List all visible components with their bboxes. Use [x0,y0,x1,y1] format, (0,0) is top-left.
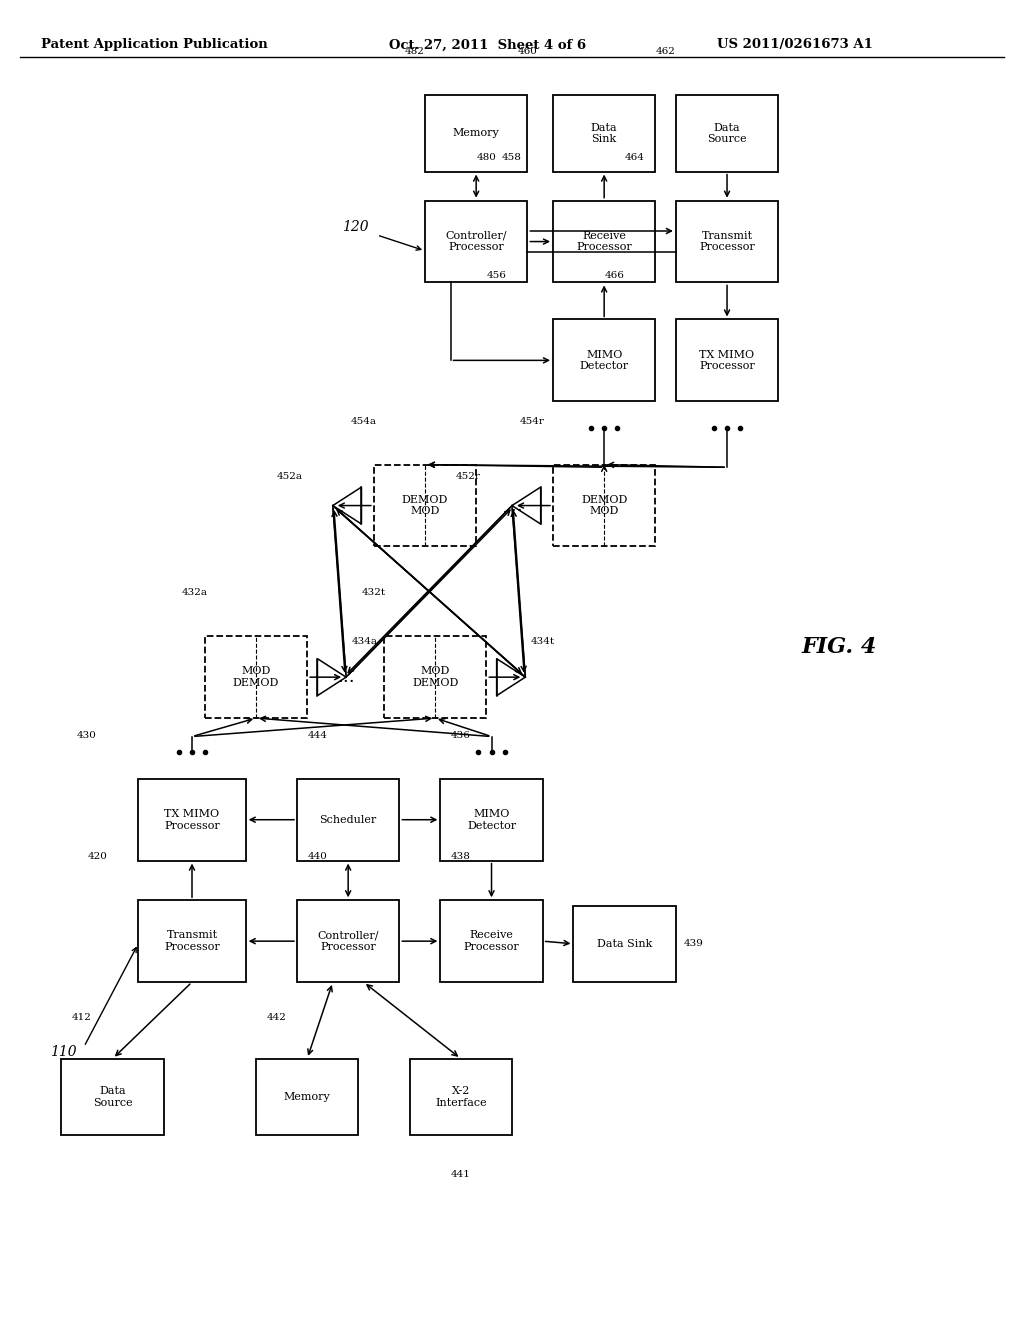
FancyBboxPatch shape [205,636,307,718]
Text: ...: ... [337,668,354,686]
FancyBboxPatch shape [138,779,246,861]
Text: DEMOD
MOD: DEMOD MOD [401,495,449,516]
FancyBboxPatch shape [553,201,655,282]
Text: 456: 456 [486,272,507,280]
FancyBboxPatch shape [410,1059,512,1135]
FancyBboxPatch shape [676,201,778,282]
Text: 430: 430 [77,731,97,739]
FancyBboxPatch shape [256,1059,358,1135]
FancyBboxPatch shape [138,900,246,982]
Text: Oct. 27, 2011  Sheet 4 of 6: Oct. 27, 2011 Sheet 4 of 6 [389,38,587,51]
Text: US 2011/0261673 A1: US 2011/0261673 A1 [717,38,872,51]
Text: 120: 120 [342,220,369,234]
FancyBboxPatch shape [440,900,543,982]
FancyBboxPatch shape [425,95,527,172]
Polygon shape [317,659,346,696]
Text: TX MIMO
Processor: TX MIMO Processor [164,809,220,830]
FancyBboxPatch shape [573,906,676,982]
Text: 452a: 452a [276,473,302,482]
Text: 460: 460 [517,48,538,55]
Text: Scheduler: Scheduler [319,814,377,825]
Text: 452r: 452r [456,473,480,482]
Text: 444: 444 [307,731,328,739]
FancyBboxPatch shape [440,779,543,861]
Text: 454a: 454a [350,417,377,425]
Text: 436: 436 [451,731,471,739]
FancyBboxPatch shape [676,95,778,172]
Text: FIG. 4: FIG. 4 [802,636,878,657]
Text: 440: 440 [307,853,328,861]
Text: 439: 439 [684,940,703,948]
Text: 412: 412 [72,1014,92,1022]
FancyBboxPatch shape [425,201,527,282]
Text: 480: 480 [476,153,497,161]
Text: Memory: Memory [453,128,500,139]
Text: 438: 438 [451,853,471,861]
Text: Receive
Processor: Receive Processor [577,231,632,252]
Text: 110: 110 [50,1045,77,1059]
Text: 432a: 432a [181,589,208,597]
Text: ...: ... [506,496,523,515]
Text: 458: 458 [502,153,522,161]
Text: Data
Source: Data Source [708,123,746,144]
Polygon shape [497,659,525,696]
Polygon shape [333,487,361,524]
Text: Data
Sink: Data Sink [591,123,617,144]
FancyBboxPatch shape [297,779,399,861]
Text: Transmit
Processor: Transmit Processor [699,231,755,252]
Text: 432t: 432t [361,589,386,597]
Text: 464: 464 [625,153,645,161]
Text: MOD
DEMOD: MOD DEMOD [232,667,280,688]
Text: Data Sink: Data Sink [597,939,652,949]
Text: 454r: 454r [520,417,545,425]
Text: Memory: Memory [284,1092,331,1102]
Text: Controller/
Processor: Controller/ Processor [445,231,507,252]
Text: TX MIMO
Processor: TX MIMO Processor [699,350,755,371]
Text: 482: 482 [404,48,425,55]
Text: 434a: 434a [351,638,377,647]
Text: 466: 466 [604,272,625,280]
FancyBboxPatch shape [676,319,778,401]
Text: MOD
DEMOD: MOD DEMOD [412,667,459,688]
Text: 442: 442 [266,1014,287,1022]
Text: Data
Source: Data Source [93,1086,132,1107]
Text: 441: 441 [451,1171,471,1179]
FancyBboxPatch shape [553,319,655,401]
FancyBboxPatch shape [553,465,655,546]
Text: Receive
Processor: Receive Processor [464,931,519,952]
Text: X-2
Interface: X-2 Interface [435,1086,486,1107]
FancyBboxPatch shape [297,900,399,982]
Text: 434t: 434t [530,638,555,647]
Text: MIMO
Detector: MIMO Detector [580,350,629,371]
FancyBboxPatch shape [374,465,476,546]
Text: Patent Application Publication: Patent Application Publication [41,38,267,51]
Text: MIMO
Detector: MIMO Detector [467,809,516,830]
FancyBboxPatch shape [384,636,486,718]
FancyBboxPatch shape [553,95,655,172]
FancyBboxPatch shape [61,1059,164,1135]
Text: Controller/
Processor: Controller/ Processor [317,931,379,952]
Text: 420: 420 [87,853,108,861]
Polygon shape [512,487,541,524]
Text: Transmit
Processor: Transmit Processor [164,931,220,952]
Text: 462: 462 [655,48,676,55]
Text: DEMOD
MOD: DEMOD MOD [581,495,628,516]
